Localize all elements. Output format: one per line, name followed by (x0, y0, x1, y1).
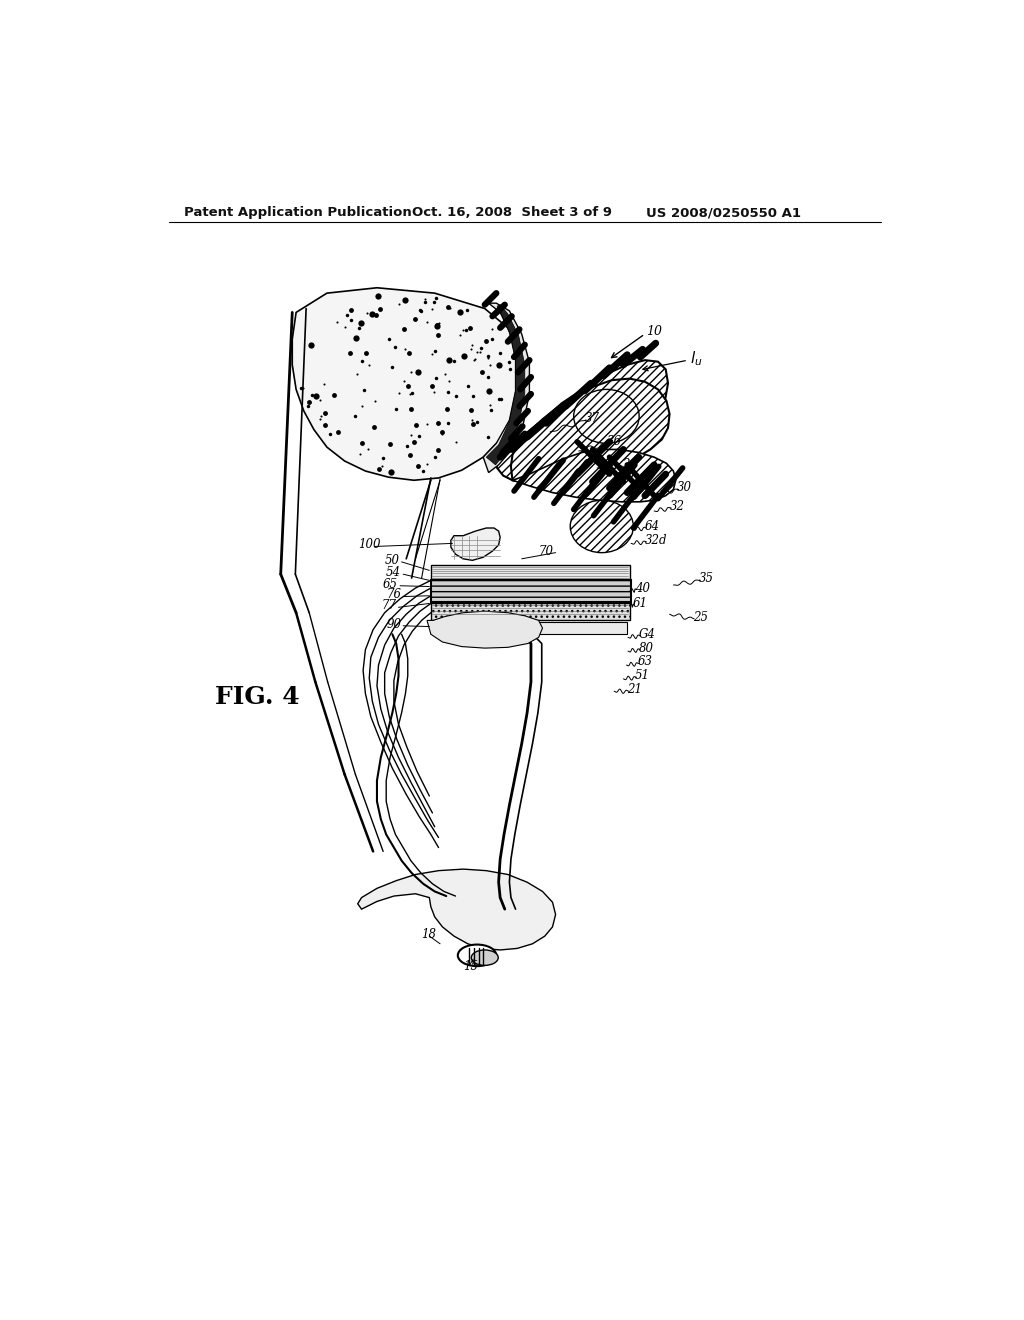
Ellipse shape (471, 950, 499, 965)
Text: Patent Application Publication: Patent Application Publication (184, 206, 413, 219)
Text: 18: 18 (422, 928, 436, 941)
Text: 70: 70 (539, 545, 554, 557)
Text: 37: 37 (585, 412, 600, 425)
Text: $l_u$: $l_u$ (689, 350, 702, 368)
Text: G4: G4 (639, 628, 655, 640)
Polygon shape (357, 869, 556, 950)
Polygon shape (497, 360, 668, 482)
Text: 64: 64 (645, 520, 659, 533)
Polygon shape (442, 622, 628, 635)
Polygon shape (431, 565, 630, 578)
Polygon shape (512, 449, 676, 502)
Text: Oct. 16, 2008  Sheet 3 of 9: Oct. 16, 2008 Sheet 3 of 9 (412, 206, 611, 219)
Text: 36: 36 (606, 436, 622, 449)
Text: 35: 35 (698, 573, 714, 585)
Text: 15: 15 (463, 961, 478, 973)
Text: 63: 63 (637, 656, 652, 668)
Text: 32: 32 (670, 500, 685, 513)
Polygon shape (511, 379, 670, 482)
Ellipse shape (458, 945, 497, 966)
Text: 76: 76 (386, 589, 401, 602)
Text: 61: 61 (633, 597, 647, 610)
Polygon shape (486, 305, 524, 465)
Text: 50: 50 (385, 554, 399, 566)
Text: 21: 21 (628, 684, 642, 696)
Polygon shape (431, 603, 630, 620)
Ellipse shape (570, 500, 634, 553)
Text: 32d: 32d (645, 533, 668, 546)
Text: 65: 65 (383, 578, 398, 591)
Polygon shape (483, 304, 529, 473)
Polygon shape (431, 581, 631, 602)
Text: 51: 51 (635, 669, 650, 682)
Text: 40: 40 (635, 582, 650, 594)
Text: 54: 54 (386, 566, 401, 579)
Text: 30: 30 (677, 482, 692, 495)
Text: FIG. 4: FIG. 4 (215, 685, 300, 709)
Polygon shape (451, 528, 500, 560)
Text: 77: 77 (382, 599, 396, 612)
Text: 80: 80 (639, 642, 653, 655)
Polygon shape (427, 611, 543, 648)
Text: 90: 90 (386, 618, 401, 631)
Text: 10: 10 (646, 325, 663, 338)
Text: 100: 100 (357, 539, 380, 552)
Polygon shape (292, 288, 521, 480)
Ellipse shape (573, 389, 639, 444)
Text: 21: 21 (622, 458, 637, 471)
Text: US 2008/0250550 A1: US 2008/0250550 A1 (646, 206, 802, 219)
Text: 25: 25 (692, 611, 708, 624)
